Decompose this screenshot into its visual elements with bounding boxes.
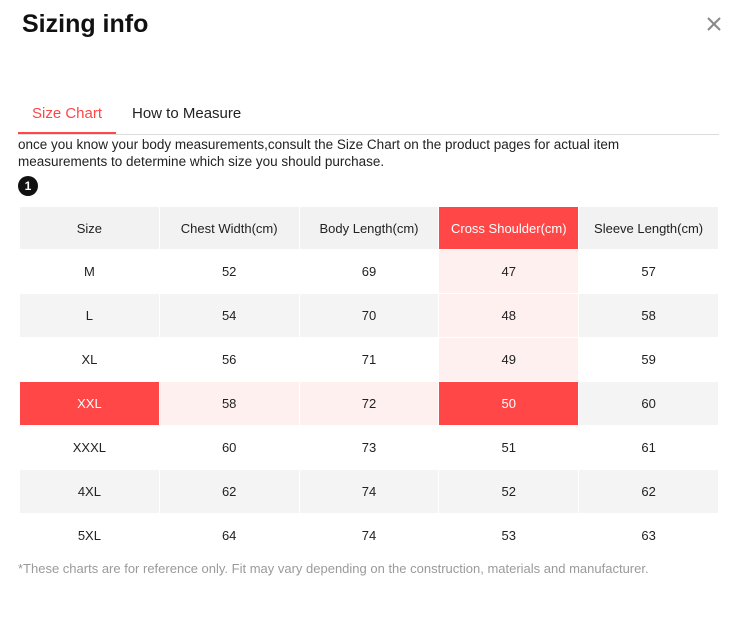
table-cell: 58: [579, 294, 718, 337]
column-header: Size: [20, 207, 159, 249]
table-cell: 64: [159, 514, 299, 557]
size-table: Size Chest Width(cm) Body Length(cm) Cross …: [19, 206, 719, 558]
footnote: *These charts are for reference only. Fi…: [18, 561, 649, 576]
dialog-title: Sizing info: [22, 10, 149, 38]
table-cell: 71: [299, 338, 439, 381]
table-cell: 56: [159, 338, 299, 381]
table-row: M 52 69 47 57: [20, 250, 718, 293]
table-row: 4XL 62 74 52 62: [20, 470, 718, 513]
table-cell: 54: [159, 294, 299, 337]
table-cell: 57: [579, 250, 718, 293]
step-badge: 1: [18, 176, 38, 196]
table-cell: 48: [439, 294, 579, 337]
table-cell: 73: [299, 426, 439, 469]
table-cell: 62: [159, 470, 299, 513]
table-row: 5XL 64 74 53 63: [20, 514, 718, 557]
table-cell: 72: [299, 382, 439, 425]
table-cell: XXXL: [20, 426, 159, 469]
table-row: L 54 70 48 58: [20, 294, 718, 337]
table-row: XXXL 60 73 51 61: [20, 426, 718, 469]
table-cell: 5XL: [20, 514, 159, 557]
tab-bar: Size Chart How to Measure: [18, 96, 719, 135]
table-cell: 53: [439, 514, 579, 557]
table-cell: XL: [20, 338, 159, 381]
table-row: XXL 58 72 50 60: [20, 382, 718, 425]
table-cell: 52: [159, 250, 299, 293]
table-cell: 63: [579, 514, 718, 557]
table-cell: M: [20, 250, 159, 293]
table-cell: 58: [159, 382, 299, 425]
table-cell: 51: [439, 426, 579, 469]
table-cell: 50: [439, 382, 579, 425]
table-cell: 70: [299, 294, 439, 337]
column-header: Chest Width(cm): [159, 207, 299, 249]
header-row: Size Chest Width(cm) Body Length(cm) Cross …: [20, 207, 718, 249]
description: once you know your body measurements,con…: [18, 137, 620, 169]
table-cell: 4XL: [20, 470, 159, 513]
table-cell: 61: [579, 426, 718, 469]
table-cell: 52: [439, 470, 579, 513]
tab[interactable]: How to Measure: [132, 105, 242, 122]
table-cell: 60: [579, 382, 718, 425]
table-cell: 69: [299, 250, 439, 293]
table-cell: 62: [579, 470, 718, 513]
table-row: XL 56 71 49 59: [20, 338, 718, 381]
tab[interactable]: Size Chart: [18, 96, 116, 134]
table-cell: 47: [439, 250, 579, 293]
table-cell: 60: [159, 426, 299, 469]
table-cell: 74: [299, 470, 439, 513]
table-cell: 74: [299, 514, 439, 557]
table-cell: L: [20, 294, 159, 337]
column-header: Body Length(cm): [299, 207, 439, 249]
column-header: Cross Shoulder(cm): [439, 207, 579, 249]
table-cell: XXL: [20, 382, 159, 425]
close-button[interactable]: [706, 16, 722, 32]
column-header: Sleeve Length(cm): [579, 207, 718, 249]
table-cell: 59: [579, 338, 718, 381]
table-cell: 49: [439, 338, 579, 381]
